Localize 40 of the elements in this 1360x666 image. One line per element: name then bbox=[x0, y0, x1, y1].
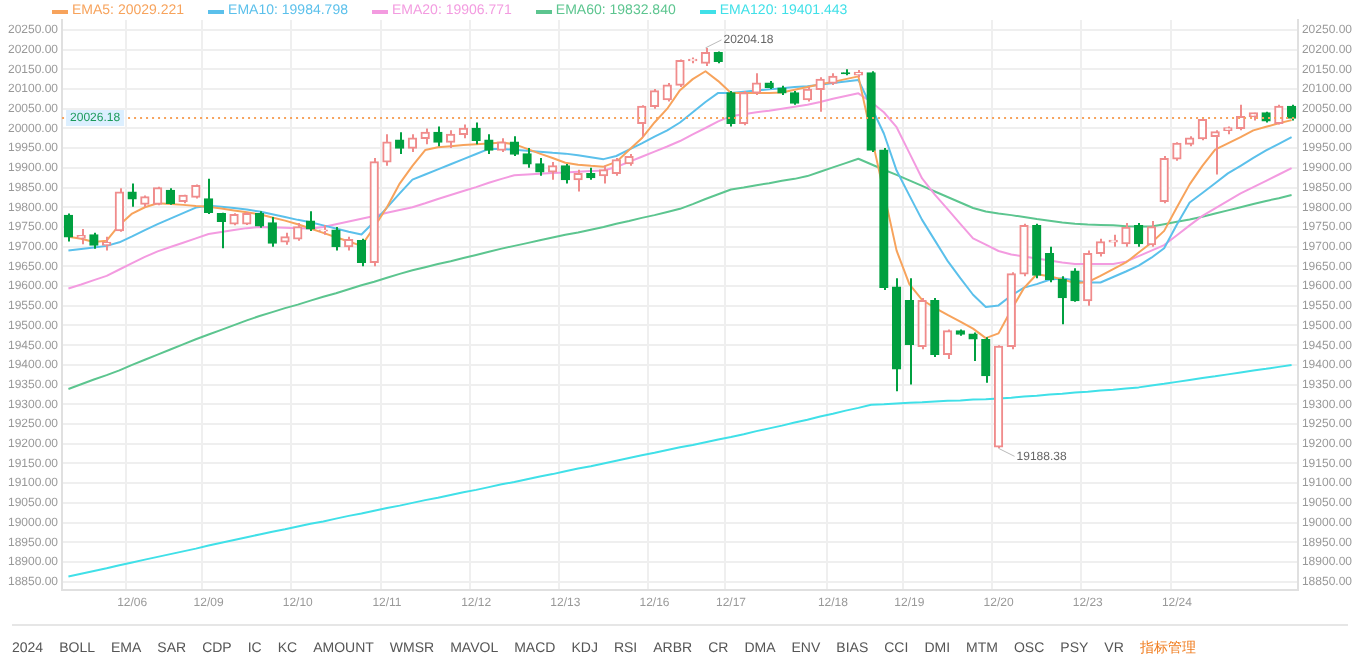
candlestick bbox=[917, 296, 927, 351]
candlestick bbox=[751, 72, 762, 96]
candlestick bbox=[1121, 222, 1131, 248]
candlestick bbox=[1070, 267, 1080, 303]
candlestick bbox=[1044, 245, 1055, 284]
candlestick bbox=[331, 225, 341, 252]
candlestick bbox=[700, 46, 711, 68]
candlestick bbox=[968, 331, 978, 362]
candlestick bbox=[522, 147, 532, 169]
candlestick bbox=[114, 187, 125, 233]
candlestick bbox=[1134, 222, 1144, 248]
candlestick bbox=[649, 87, 660, 110]
candlestick bbox=[726, 89, 736, 128]
candlestick bbox=[1083, 249, 1093, 307]
candlestick bbox=[662, 82, 672, 103]
candlestick bbox=[942, 328, 953, 360]
candlestick bbox=[1172, 141, 1182, 162]
candlestick bbox=[981, 336, 991, 384]
candlestick bbox=[127, 182, 137, 208]
candlestick bbox=[305, 210, 316, 232]
candlestick bbox=[267, 216, 277, 248]
candlestick bbox=[1032, 222, 1042, 280]
candlestick bbox=[484, 133, 494, 156]
candlestick bbox=[471, 121, 481, 146]
candlestick bbox=[1210, 129, 1220, 176]
candlestick bbox=[1019, 222, 1029, 278]
candlestick bbox=[63, 212, 74, 243]
candlestick bbox=[1159, 154, 1169, 205]
candlestick bbox=[433, 125, 443, 148]
candlestick bbox=[203, 177, 214, 215]
candlestick bbox=[573, 168, 583, 193]
candlestick bbox=[509, 135, 520, 157]
candlestick bbox=[675, 58, 685, 89]
candlestick bbox=[382, 133, 392, 167]
candlestick bbox=[904, 277, 914, 386]
candlestick bbox=[739, 89, 749, 127]
candlestick bbox=[1146, 220, 1157, 248]
candlestick bbox=[356, 237, 367, 268]
candlestick bbox=[1057, 275, 1067, 326]
candlestick bbox=[815, 76, 825, 113]
